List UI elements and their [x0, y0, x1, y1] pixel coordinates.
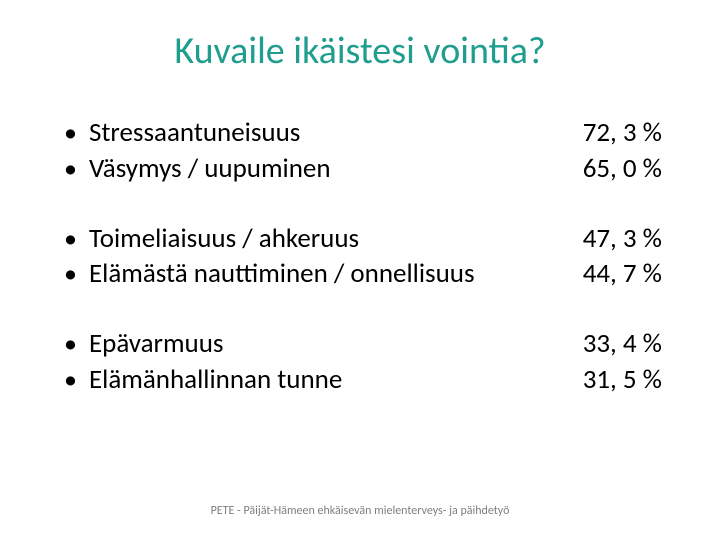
list-item: • Elämästä nauttiminen / onnellisuus 44,…	[60, 257, 662, 291]
item-label: Toimeliaisuus / ahkeruus	[89, 222, 359, 256]
item-value: 33, 4 %	[583, 327, 662, 361]
list-item: • Elämänhallinnan tunne 31, 5 %	[60, 363, 662, 397]
item-value: 31, 5 %	[583, 363, 662, 397]
slide-title: Kuvaile ikäistesi vointia?	[50, 28, 670, 74]
bullet-icon: •	[60, 119, 77, 145]
group-2: • Toimeliaisuus / ahkeruus 47, 3 % • Elä…	[60, 222, 662, 292]
item-label: Stressaantuneisuus	[89, 116, 300, 150]
item-label: Väsymys / uupuminen	[89, 152, 331, 186]
list-item: • Toimeliaisuus / ahkeruus 47, 3 %	[60, 222, 662, 256]
label-wrap: • Elämästä nauttiminen / onnellisuus	[60, 257, 475, 291]
slide-container: Kuvaile ikäistesi vointia? • Stressaantu…	[0, 0, 720, 540]
list-item: • Väsymys / uupuminen 65, 0 %	[60, 152, 662, 186]
bullet-icon: •	[60, 260, 77, 286]
label-wrap: • Väsymys / uupuminen	[60, 152, 331, 186]
group-1: • Stressaantuneisuus 72, 3 % • Väsymys /…	[60, 116, 662, 186]
item-value: 72, 3 %	[583, 116, 662, 150]
item-value: 65, 0 %	[583, 152, 662, 186]
item-label: Elämänhallinnan tunne	[89, 363, 342, 397]
list-item: • Stressaantuneisuus 72, 3 %	[60, 116, 662, 150]
item-label: Epävarmuus	[89, 327, 224, 361]
item-value: 47, 3 %	[583, 222, 662, 256]
item-value: 44, 7 %	[583, 257, 662, 291]
bullet-icon: •	[60, 366, 77, 392]
footer-text: PETE - Päijät-Hämeen ehkäisevän mielente…	[0, 504, 720, 518]
content-area: • Stressaantuneisuus 72, 3 % • Väsymys /…	[50, 116, 670, 397]
label-wrap: • Toimeliaisuus / ahkeruus	[60, 222, 359, 256]
bullet-icon: •	[60, 330, 77, 356]
list-item: • Epävarmuus 33, 4 %	[60, 327, 662, 361]
label-wrap: • Elämänhallinnan tunne	[60, 363, 342, 397]
label-wrap: • Epävarmuus	[60, 327, 223, 361]
bullet-icon: •	[60, 155, 77, 181]
label-wrap: • Stressaantuneisuus	[60, 116, 300, 150]
item-label: Elämästä nauttiminen / onnellisuus	[89, 257, 475, 291]
group-3: • Epävarmuus 33, 4 % • Elämänhallinnan t…	[60, 327, 662, 397]
bullet-icon: •	[60, 225, 77, 251]
